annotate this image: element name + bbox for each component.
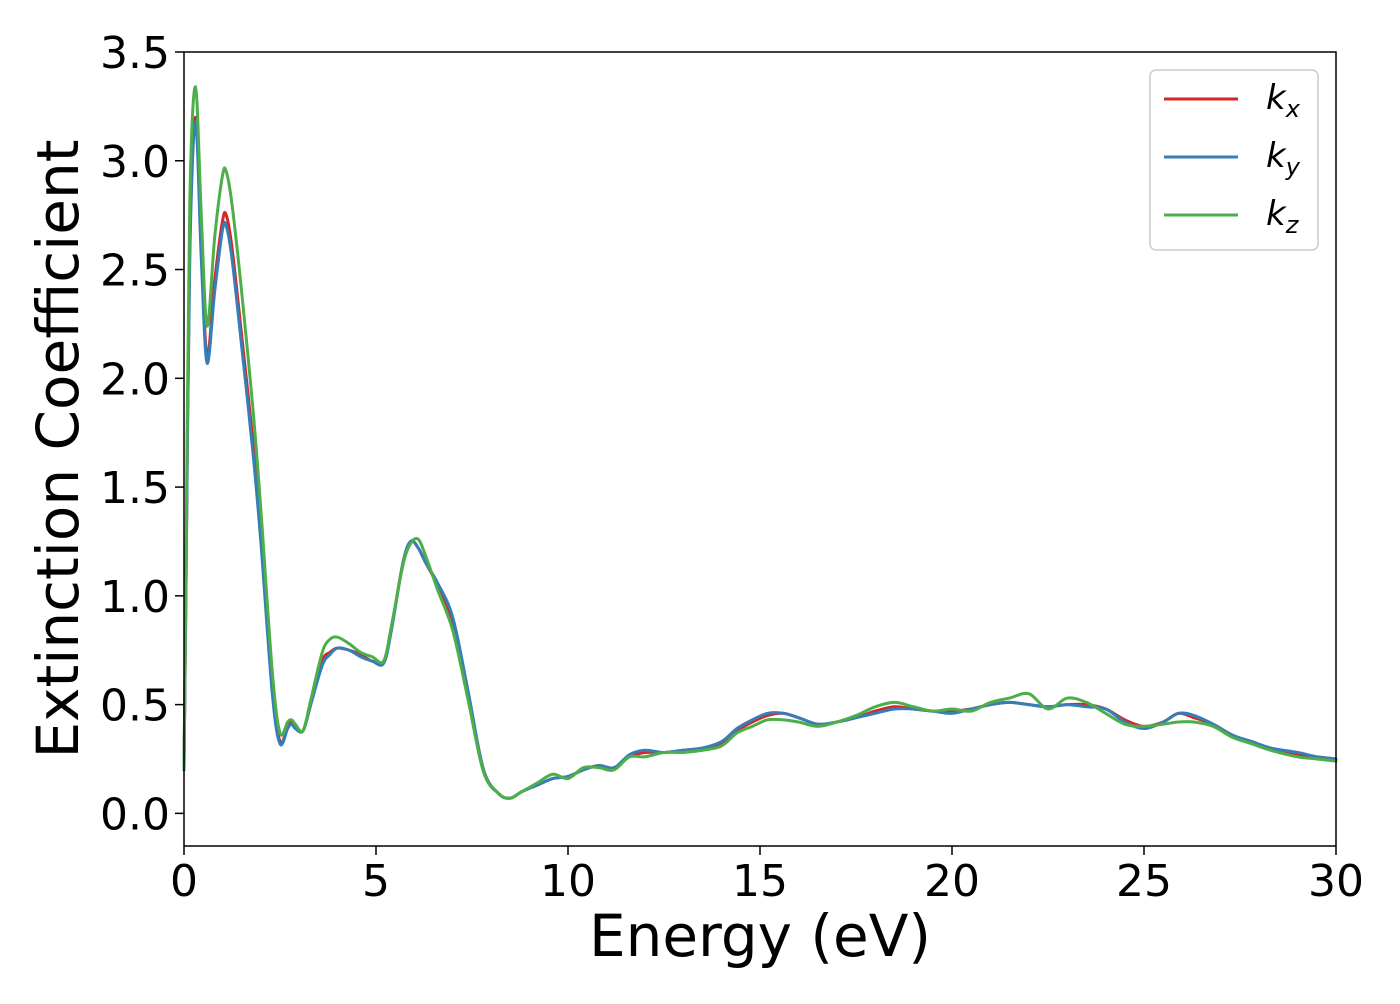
x-tick-label: 5 [362, 856, 390, 907]
x-tick-label: 0 [170, 856, 198, 907]
y-tick-label: 2.0 [100, 354, 170, 405]
y-tick-label: 2.5 [100, 246, 170, 297]
x-tick-label: 15 [732, 856, 788, 907]
y-tick-label: 3.5 [100, 28, 170, 79]
series-line-z [182, 85, 1338, 800]
legend-subscript-x: x [1285, 95, 1301, 123]
y-tick-label: 1.5 [100, 463, 170, 514]
ticks-layer: 0 5 10 15 20 25 30 0.0 0.5 1.0 1.5 2.0 2.5 3.0 3.5 [100, 28, 1364, 907]
legend-label-y: ky [1266, 136, 1301, 181]
x-tick-label: 20 [924, 856, 980, 907]
y-tick-label: 3.0 [100, 137, 170, 188]
legend-box [1149, 69, 1319, 251]
y-tick-label: 1.0 [100, 572, 170, 623]
x-axis-label: Energy (eV) [589, 902, 931, 970]
y-axis-label: Extinction Coefficient [24, 140, 92, 759]
x-tick-label: 25 [1116, 856, 1172, 907]
x-tick-label: 10 [540, 856, 596, 907]
legend-subscript-z: z [1285, 211, 1300, 239]
x-tick-label: 30 [1308, 856, 1364, 907]
legend-label-x: kx [1266, 78, 1301, 123]
series-layer [182, 85, 1338, 800]
y-tick-label: 0.0 [100, 789, 170, 840]
legend-subscript-y: y [1285, 153, 1301, 181]
y-tick-label: 0.5 [100, 681, 170, 732]
